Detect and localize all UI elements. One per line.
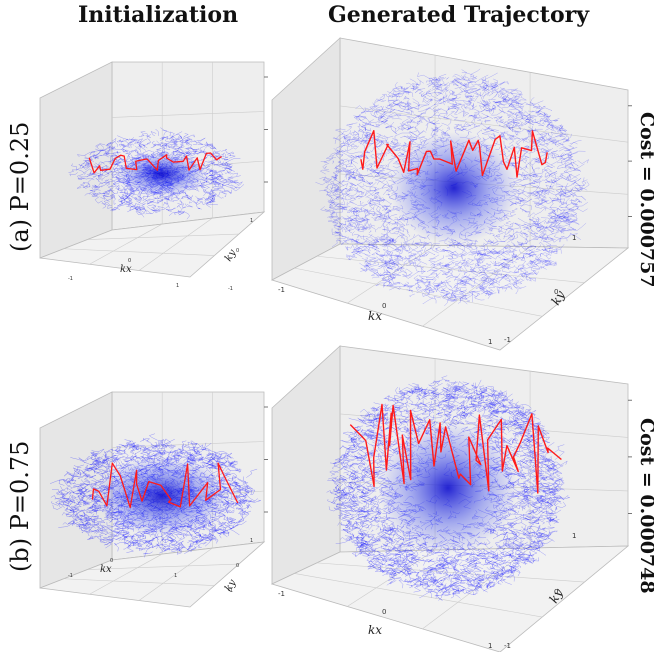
tick-label: 0	[128, 258, 131, 264]
init-plot-a: kx ky -1 0 1 -1 0 1	[39, 61, 268, 292]
grid-line	[87, 233, 239, 240]
grid-line	[316, 255, 585, 283]
tick-label: -1	[228, 286, 233, 292]
column-title-initialization: Initialization	[78, 2, 239, 28]
grid-line	[294, 573, 543, 618]
tick-label: -1	[278, 590, 285, 598]
grid-line	[339, 105, 629, 143]
tick-label: 0	[554, 288, 558, 296]
tick-label: 1	[572, 532, 576, 540]
grid-line	[138, 217, 213, 271]
ky-axis-label: ky	[223, 578, 239, 594]
tick-label: 0	[236, 563, 239, 569]
tick-label: 1	[572, 234, 576, 242]
generated-plot-a: kx ky -1 0 1 -1 0 1	[270, 37, 632, 351]
kx-axis-label: kx	[100, 564, 112, 575]
tick-label: -1	[68, 276, 73, 282]
kx-axis-label: kx	[120, 264, 132, 275]
tick-label: 1	[250, 538, 253, 544]
grid-line	[316, 562, 585, 583]
grid-line	[111, 441, 265, 448]
grid-line	[339, 413, 629, 438]
cost-label-b: Cost = 0.000748	[636, 418, 654, 594]
floor-pane	[270, 243, 630, 351]
column-title-generated-trajectory: Generated Trajectory	[328, 2, 590, 28]
grid-line	[89, 553, 163, 595]
grid-line	[138, 547, 213, 601]
red-trajectory	[349, 403, 562, 494]
row-label-b: (b) P=0.75	[6, 440, 34, 572]
density-core	[94, 456, 230, 536]
grid-line	[294, 267, 543, 317]
grid-line	[347, 245, 436, 304]
side-pane	[39, 61, 113, 259]
tick-label: 0	[382, 302, 386, 310]
tick-label: -1	[278, 286, 285, 294]
row-label-a: (a) P=0.25	[6, 121, 34, 252]
tick-label: 0	[554, 588, 558, 596]
kx-axis-label: kx	[368, 623, 382, 637]
ky-axis-label: ky	[546, 586, 565, 605]
grid-line	[111, 111, 265, 118]
tick-label: 1	[176, 283, 179, 289]
tick-label: 0	[236, 248, 239, 254]
grid-line	[422, 246, 531, 327]
red-trajectory	[360, 130, 548, 178]
grid-line	[63, 248, 215, 256]
generated-plot-b: kx ky -1 0 1 -1 0 1	[270, 345, 632, 652]
grid-line	[89, 223, 163, 265]
tick-label: -1	[504, 642, 511, 650]
side-pane	[271, 37, 341, 281]
tick-label: -1	[228, 588, 233, 594]
density-core	[378, 422, 518, 554]
tick-label: 0	[382, 608, 386, 616]
density-core	[390, 132, 518, 244]
ky-axis-label: ky	[548, 288, 567, 307]
tick-label: 1	[250, 218, 253, 224]
tick-label: -1	[68, 573, 73, 579]
tick-label: 1	[488, 642, 492, 650]
ky-axis-label: ky	[223, 248, 239, 264]
cost-label-a: Cost = 0.000757	[636, 112, 654, 288]
red-trajectory	[91, 462, 239, 509]
tick-label: -1	[504, 336, 511, 344]
tick-label: 0	[110, 558, 113, 564]
red-trajectory	[88, 152, 222, 174]
grid-line	[87, 563, 239, 570]
side-pane	[271, 345, 341, 585]
cloud-paths	[315, 68, 590, 307]
grid-line	[63, 578, 215, 586]
kx-axis-label: kx	[368, 309, 382, 323]
grid-line	[347, 549, 436, 607]
tick-label: 1	[174, 573, 177, 579]
tick-label: 1	[488, 338, 492, 346]
density-core	[116, 152, 208, 196]
sample-cloud	[315, 68, 590, 307]
